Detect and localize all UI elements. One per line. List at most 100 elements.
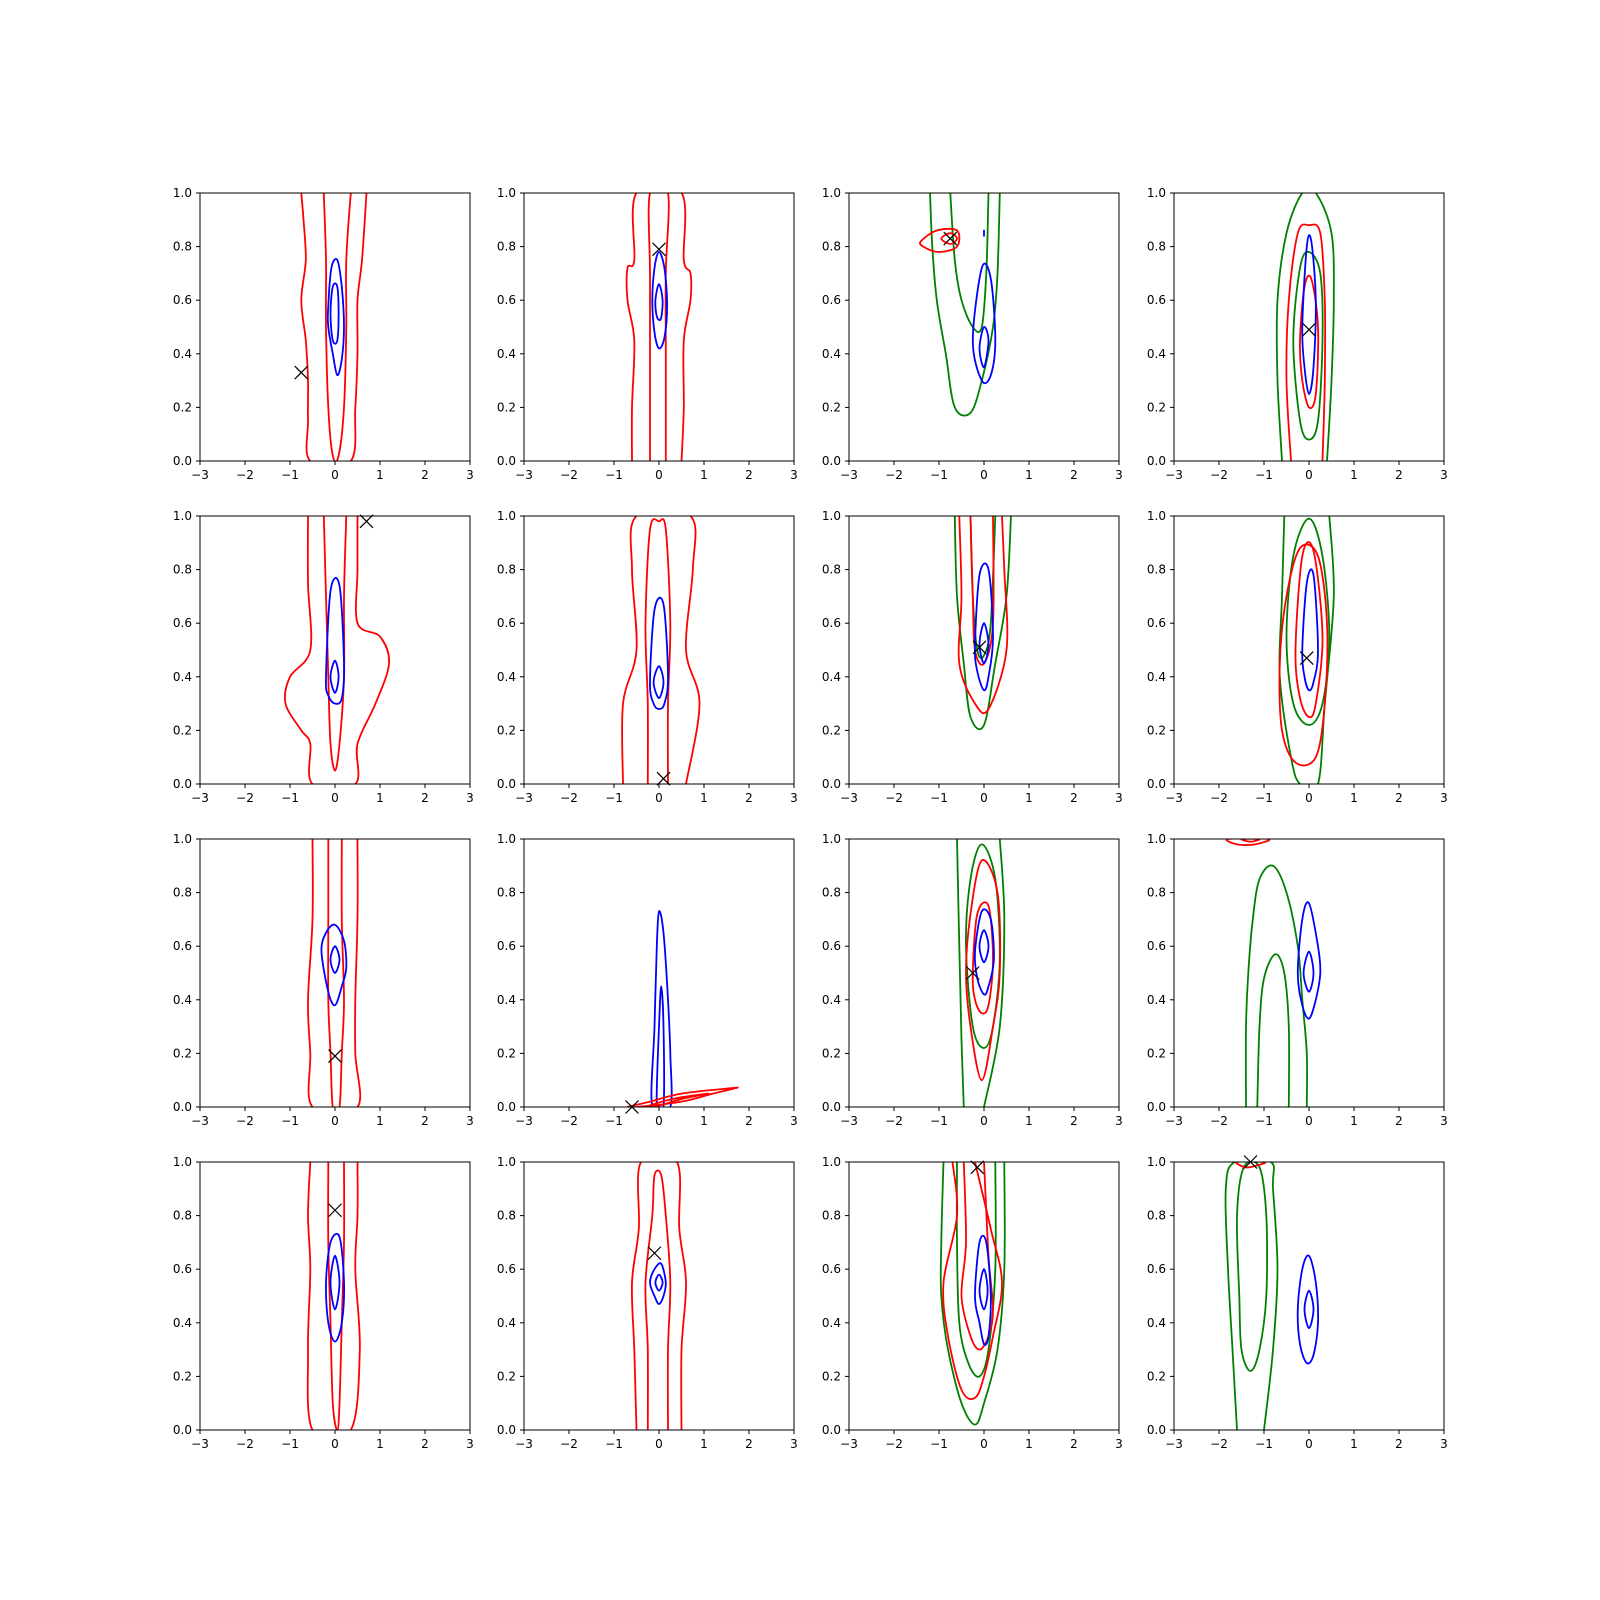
y-tick-label: 0.0	[173, 1100, 192, 1114]
x-tick-label: −1	[281, 468, 299, 482]
panel-2-3: −3 −2 −1 0 1 2 3 0.0 0.2 0.4 0.6 0.8 1.0	[822, 509, 1123, 805]
y-tick-label: 1.0	[822, 832, 841, 846]
x-marker	[359, 514, 374, 529]
y-tick-label: 0.2	[497, 400, 516, 414]
panel-1-2: −3 −2 −1 0 1 2 3 0.0 0.2 0.4 0.6 0.8 1.0	[497, 186, 798, 482]
blue-contour-line	[1296, 901, 1322, 1020]
blue-contour-line	[1296, 1254, 1319, 1365]
x-marker	[294, 365, 309, 380]
blue-contour-line	[978, 1268, 989, 1311]
red-contour-line	[625, 193, 693, 461]
y-tick-label: 0.0	[173, 1423, 192, 1437]
x-tick-label: −3	[515, 468, 533, 482]
y-tick-label: 0.6	[1147, 293, 1166, 307]
y-tick-label: 1.0	[1147, 186, 1166, 200]
x-tick-label: 1	[1350, 1114, 1358, 1128]
y-tick-label: 0.4	[822, 1316, 841, 1330]
x-tick-label: 1	[700, 1114, 708, 1128]
y-tick-label: 0.8	[1147, 886, 1166, 900]
x-marker	[656, 771, 671, 786]
x-tick-label: −3	[840, 791, 858, 805]
x-tick-label: −1	[605, 1437, 623, 1451]
x-marker	[965, 966, 980, 980]
blue-contour-line	[325, 577, 345, 705]
x-tick-label: 2	[745, 468, 753, 482]
x-tick-label: 0	[1305, 1437, 1313, 1451]
x-tick-label: 3	[1440, 468, 1448, 482]
blue-contour-line	[649, 1262, 667, 1305]
y-tick-label: 0.4	[173, 670, 192, 684]
y-tick-label: 0.4	[822, 670, 841, 684]
x-tick-label: 3	[1440, 1437, 1448, 1451]
x-marker	[647, 1246, 662, 1261]
red-contour-line	[630, 1162, 687, 1430]
x-tick-label: −2	[1210, 1437, 1228, 1451]
y-tick-label: 0.6	[822, 616, 841, 630]
x-tick-label: 1	[1350, 468, 1358, 482]
x-tick-label: −1	[930, 1437, 948, 1451]
x-tick-label: −3	[840, 468, 858, 482]
x-tick-label: 0	[1305, 791, 1313, 805]
x-tick-label: −1	[930, 468, 948, 482]
y-tick-label: 1.0	[497, 186, 516, 200]
blue-contour-line	[655, 985, 665, 1107]
contour-group	[625, 193, 693, 461]
blue-contour-line	[974, 1234, 992, 1346]
x-tick-label: −2	[236, 791, 254, 805]
y-tick-label: 0.4	[1147, 1316, 1166, 1330]
y-tick-label: 0.2	[173, 1046, 192, 1060]
red-contour-line	[1299, 274, 1320, 410]
blue-contour-line	[329, 282, 340, 345]
x-tick-label: 3	[790, 1437, 798, 1451]
y-tick-label: 0.2	[1147, 723, 1166, 737]
panel-2-4: −3 −2 −1 0 1 2 3 0.0 0.2 0.4 0.6 0.8 1.0	[1147, 509, 1448, 805]
green-contour-line	[1244, 864, 1309, 1107]
y-tick-label: 0.4	[822, 993, 841, 1007]
x-tick-label: −2	[1210, 791, 1228, 805]
x-tick-label: 2	[745, 791, 753, 805]
red-contour-line	[322, 193, 352, 461]
y-tick-label: 0.8	[822, 1209, 841, 1223]
x-tick-label: 1	[376, 1114, 384, 1128]
x-tick-label: −3	[840, 1114, 858, 1128]
y-tick-label: 0.4	[173, 1316, 192, 1330]
y-tick-label: 0.2	[173, 400, 192, 414]
x-tick-label: 0	[331, 468, 339, 482]
panel-1-1: −3 −2 −1 0 1 2 3 0.0 0.2 0.4 0.6 0.8 1.0	[173, 186, 474, 482]
blue-contour-line	[971, 262, 997, 385]
y-tick-label: 0.0	[497, 1100, 516, 1114]
panel-3-2: −3 −2 −1 0 1 2 3 0.0 0.2 0.4 0.6 0.8 1.0	[497, 832, 798, 1128]
x-tick-label: −3	[1165, 1114, 1183, 1128]
red-contour-line	[643, 1092, 710, 1107]
y-tick-label: 0.0	[822, 777, 841, 791]
blue-contour-line	[1301, 568, 1319, 692]
x-tick-label: 0	[331, 791, 339, 805]
x-tick-label: −1	[930, 1114, 948, 1128]
x-tick-label: −1	[1255, 791, 1273, 805]
y-tick-label: 0.0	[1147, 1100, 1166, 1114]
y-tick-label: 0.2	[1147, 1046, 1166, 1060]
blue-contour-line	[1303, 1289, 1315, 1330]
y-tick-label: 0.2	[822, 723, 841, 737]
x-tick-label: 0	[655, 468, 663, 482]
x-tick-label: −2	[236, 1437, 254, 1451]
panel-1-3: −3 −2 −1 0 1 2 3 0.0 0.2 0.4 0.6 0.8 1.0	[822, 186, 1123, 482]
panel-4-1: −3 −2 −1 0 1 2 3 0.0 0.2 0.4 0.6 0.8 1.0	[173, 1155, 474, 1451]
x-tick-label: −2	[560, 1437, 578, 1451]
y-tick-label: 0.8	[497, 563, 516, 577]
x-tick-label: 0	[980, 1114, 988, 1128]
x-tick-label: −2	[885, 791, 903, 805]
x-tick-label: 1	[700, 468, 708, 482]
y-tick-label: 1.0	[173, 509, 192, 523]
y-tick-label: 0.4	[1147, 670, 1166, 684]
x-tick-label: 3	[1115, 468, 1123, 482]
red-contour-line	[919, 227, 961, 253]
x-marker	[328, 1049, 342, 1064]
blue-contour-line	[650, 910, 673, 1107]
x-tick-label: 3	[466, 468, 474, 482]
y-tick-label: 0.6	[1147, 616, 1166, 630]
x-marker	[943, 231, 958, 246]
x-tick-label: 2	[1070, 468, 1078, 482]
panel-4-2: −3 −2 −1 0 1 2 3 0.0 0.2 0.4 0.6 0.8 1.0	[497, 1155, 798, 1451]
y-tick-label: 0.8	[822, 563, 841, 577]
